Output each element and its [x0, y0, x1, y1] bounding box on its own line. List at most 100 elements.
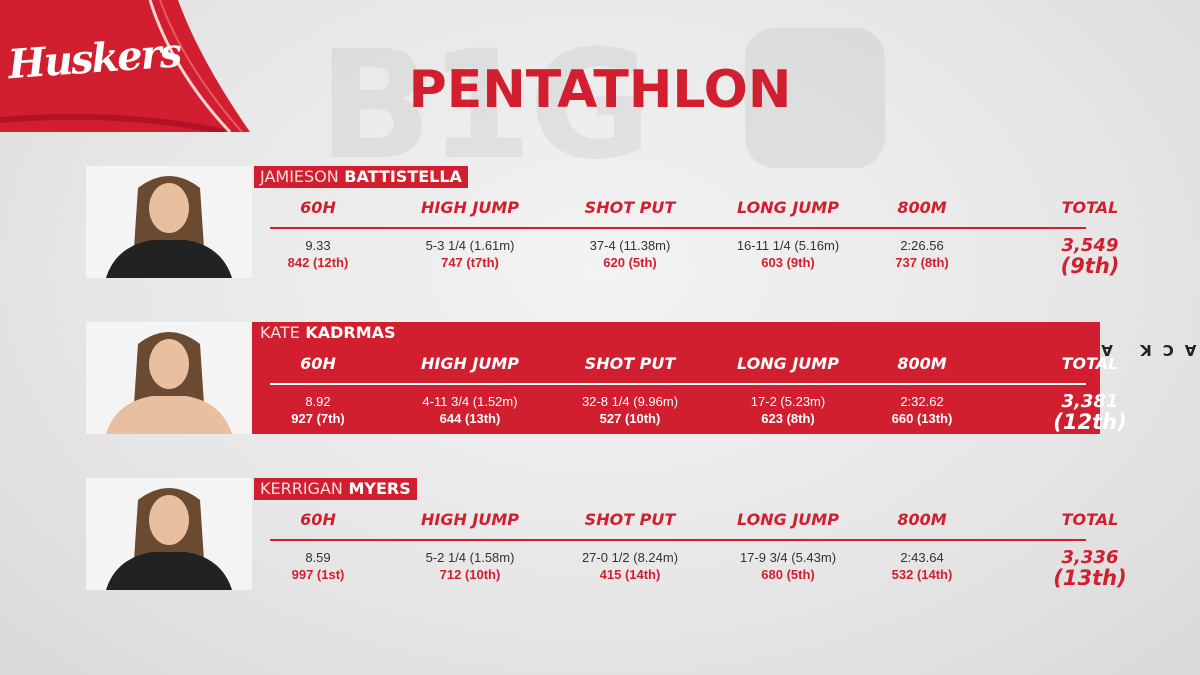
total-score: 3,549 (9th) [1010, 235, 1170, 278]
event-result: 17-9 3/4 (5.43m) 680 (5th) [708, 550, 868, 582]
event-result: 2:26.56 737 (8th) [842, 238, 1002, 270]
conference-watermark: B1G [318, 19, 652, 193]
total-points: 3,336 [1061, 547, 1119, 568]
event-result: 5-2 1/4 (1.58m) 712 (10th) [390, 550, 550, 582]
column-header: HIGH JUMP [420, 354, 520, 373]
column-header: LONG JUMP [737, 510, 839, 529]
column-header: LONG JUMP [737, 198, 839, 217]
athlete-last-name: KADRMAS [299, 323, 396, 342]
event-mark: 8.92 [305, 394, 331, 409]
column-header: HIGH JUMP [420, 510, 520, 529]
results-header-row: 60H HIGH JUMP SHOT PUT LONG JUMP 800M TOTAL [252, 198, 1118, 226]
column-header: TOTAL [1061, 510, 1119, 529]
event-points: 603 (9th) [761, 255, 815, 270]
column-header: 60H [300, 354, 336, 373]
results-panel: 60H HIGH JUMP SHOT PUT LONG JUMP 800M TOTAL 8.… [252, 478, 1127, 590]
results-value-row: 8.59 997 (1st) 5-2 1/4 (1.58m) 712 (10th) 27… [252, 550, 1100, 590]
event-result: 17-2 (5.23m) 623 (8th) [708, 394, 868, 426]
results-header-row: 60H HIGH JUMP SHOT PUT LONG JUMP 800M TOTAL [252, 354, 1118, 382]
athlete-name: JAMIESON BATTISTELLA [254, 166, 468, 188]
event-result: 5-3 1/4 (1.61m) 747 (t7th) [390, 238, 550, 270]
event-mark: 2:32.62 [900, 394, 944, 409]
event-result: 4-11 3/4 (1.52m) 644 (13th) [390, 394, 550, 426]
results-panel: 60H HIGH JUMP SHOT PUT LONG JUMP 800M TOTAL 8.… [252, 322, 1127, 434]
athlete-first-name: KERRIGAN [260, 479, 343, 498]
athlete-card: 60H HIGH JUMP SHOT PUT LONG JUMP 800M TOTAL 9.… [86, 166, 1119, 278]
athlete-card: 60H HIGH JUMP SHOT PUT LONG JUMP 800M TOTAL 8.… [86, 322, 1127, 434]
column-header: HIGH JUMP [420, 198, 520, 217]
athlete-last-name: MYERS [342, 479, 411, 498]
event-mark: 37-4 (11.38m) [589, 238, 671, 253]
athlete-photo [86, 166, 252, 278]
event-points: 737 (8th) [895, 255, 949, 270]
results-value-row: 9.33 842 (12th) 5-3 1/4 (1.61m) 747 (t7th) 3… [252, 238, 1100, 278]
column-header: 800M [897, 510, 947, 529]
column-header: TOTAL [1061, 354, 1119, 373]
event-mark: 8.59 [305, 550, 331, 565]
column-header: 60H [300, 198, 336, 217]
event-result: 37-4 (11.38m) 620 (5th) [550, 238, 710, 270]
event-mark: 27-0 1/2 (8.24m) [581, 550, 679, 565]
column-header: 800M [897, 354, 947, 373]
page-title: PENTATHLON [408, 60, 792, 120]
column-header: SHOT PUT [584, 354, 676, 373]
header-divider [270, 383, 1086, 385]
total-points: 3,381 [1061, 391, 1119, 412]
total-place: (12th) [1053, 410, 1127, 434]
event-points: 415 (14th) [599, 567, 661, 582]
results-value-row: 8.92 927 (7th) 4-11 3/4 (1.52m) 644 (13th) 3… [252, 394, 1100, 434]
results-header-row: 60H HIGH JUMP SHOT PUT LONG JUMP 800M TOTAL [252, 510, 1118, 538]
event-result: 32-8 1/4 (9.96m) 527 (10th) [550, 394, 710, 426]
total-place: (13th) [1053, 566, 1127, 590]
team-logo-corner: Huskers [0, 0, 250, 132]
event-points: 527 (10th) [599, 411, 661, 426]
total-score: 3,381 (12th) [1010, 391, 1170, 434]
event-points: 747 (t7th) [441, 255, 499, 270]
column-header: SHOT PUT [584, 510, 676, 529]
total-points: 3,549 [1061, 235, 1119, 256]
header-divider [270, 539, 1086, 541]
event-result: 2:43.64 532 (14th) [842, 550, 1002, 582]
conference-badge-watermark [745, 28, 885, 168]
athlete-photo [86, 322, 252, 434]
event-points: 660 (13th) [891, 411, 953, 426]
event-mark: 2:26.56 [900, 238, 944, 253]
event-mark: 4-11 3/4 (1.52m) [422, 394, 518, 409]
event-mark: 16-11 1/4 (5.16m) [736, 238, 840, 253]
total-place: (9th) [1060, 254, 1120, 278]
event-result: 8.59 997 (1st) [238, 550, 398, 582]
event-points: 532 (14th) [891, 567, 953, 582]
event-mark: 17-2 (5.23m) [750, 394, 826, 409]
event-result: 9.33 842 (12th) [238, 238, 398, 270]
athlete-card: 60H HIGH JUMP SHOT PUT LONG JUMP 800M TOTAL 8.… [86, 478, 1127, 590]
column-header: TOTAL [1061, 198, 1119, 217]
event-result: 16-11 1/4 (5.16m) 603 (9th) [708, 238, 868, 270]
event-result: 2:32.62 660 (13th) [842, 394, 1002, 426]
athlete-name: KATE KADRMAS [254, 322, 402, 344]
athlete-name: KERRIGAN MYERS [254, 478, 417, 500]
column-header: 60H [300, 510, 336, 529]
event-points: 927 (7th) [291, 411, 345, 426]
event-mark: 5-3 1/4 (1.61m) [425, 238, 515, 253]
column-header: LONG JUMP [737, 354, 839, 373]
track-swoosh-graphic [0, 0, 250, 132]
event-points: 997 (1st) [291, 567, 345, 582]
event-result: 27-0 1/2 (8.24m) 415 (14th) [550, 550, 710, 582]
event-mark: 17-9 3/4 (5.43m) [739, 550, 837, 565]
athlete-first-name: KATE [260, 323, 300, 342]
athlete-photo [86, 478, 252, 590]
event-points: 644 (13th) [439, 411, 501, 426]
event-points: 680 (5th) [761, 567, 815, 582]
event-mark: 9.33 [305, 238, 331, 253]
event-result: 8.92 927 (7th) [238, 394, 398, 426]
event-mark: 2:43.64 [900, 550, 944, 565]
event-points: 842 (12th) [287, 255, 349, 270]
total-score: 3,336 (13th) [1010, 547, 1170, 590]
header-divider [270, 227, 1086, 229]
athlete-first-name: JAMIESON [260, 167, 339, 186]
event-points: 712 (10th) [439, 567, 501, 582]
column-header: 800M [897, 198, 947, 217]
event-points: 620 (5th) [603, 255, 657, 270]
results-panel: 60H HIGH JUMP SHOT PUT LONG JUMP 800M TOTAL 9.… [252, 166, 1119, 278]
event-mark: 5-2 1/4 (1.58m) [425, 550, 515, 565]
